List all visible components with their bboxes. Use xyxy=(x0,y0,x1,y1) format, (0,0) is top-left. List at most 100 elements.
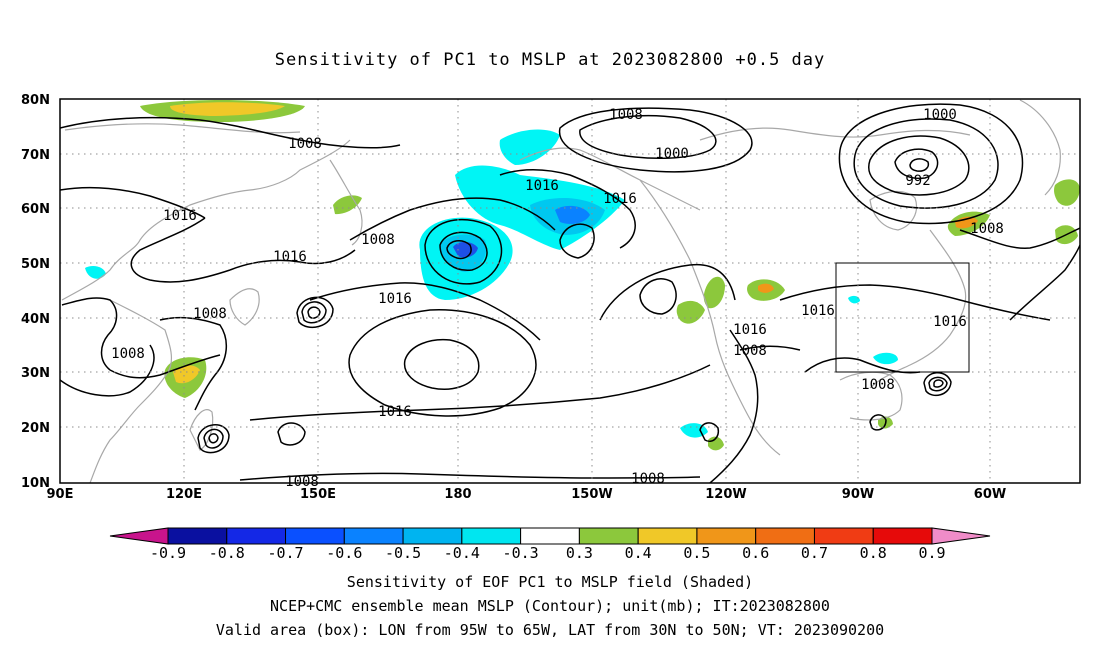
contour-label: 1016 xyxy=(163,208,197,224)
contour-label: 1000 xyxy=(655,146,689,162)
contour-label: 1008 xyxy=(631,471,665,487)
contour-philippine-low-3 xyxy=(208,433,219,444)
contour-china-1008 xyxy=(159,316,227,411)
contour-ne-pacific-high xyxy=(639,278,677,315)
colorbar-cell xyxy=(520,527,580,545)
caption-contour: NCEP+CMC ensemble mean MSLP (Contour); u… xyxy=(270,597,830,615)
contour-siberia-1016-b xyxy=(130,217,231,283)
contour-okhotsk-1016 xyxy=(229,249,356,271)
contour-label: 1016 xyxy=(933,314,967,330)
coastline-philippines xyxy=(189,409,214,451)
contour-hudson-low-4 xyxy=(894,148,939,180)
contour-westpac-1008-b xyxy=(109,354,221,379)
contour-conus-1016 xyxy=(779,284,1051,321)
contour-aleutian-low-1 xyxy=(439,231,488,271)
coastline-greenland xyxy=(1019,99,1061,196)
contour-label: 1000 xyxy=(923,107,957,123)
contour-bering-1016 xyxy=(499,169,636,249)
contour-labels: 1008 1008 1016 1016 1008 1016 1008 1016 … xyxy=(111,107,1004,490)
contour-npac-1008 xyxy=(349,197,556,241)
contour-label: 1008 xyxy=(609,107,643,123)
map-frame xyxy=(59,98,1081,484)
colorbar-tick-label: -0.5 xyxy=(385,544,421,562)
lat-label: 20N xyxy=(21,421,50,436)
contour-arctic-1000 xyxy=(579,114,717,160)
lon-label: 120E xyxy=(166,487,202,502)
contour-hurricane-3 xyxy=(923,372,952,397)
coastline-china xyxy=(89,299,173,483)
positive-sensitivity-core-arctic xyxy=(170,102,285,116)
positive-sensitivity-region-mexico xyxy=(708,436,724,451)
contour-wpac-ring-1 xyxy=(301,301,327,324)
coastline-north-america-east xyxy=(869,229,967,389)
contour-tropical-1008 xyxy=(239,472,701,481)
lon-label: 180 xyxy=(444,487,471,502)
latitude-labels: 80N 70N 60N 50N 40N 30N 20N 10N xyxy=(21,93,50,491)
positive-sensitivity-region-pacific-nw xyxy=(676,300,705,324)
colorbar-cell xyxy=(872,527,933,545)
coastline-japan xyxy=(229,288,260,326)
negative-sensitivity-region-greatlakes xyxy=(848,295,860,304)
colorbar-cell xyxy=(696,527,757,545)
contour-hurricane-1 xyxy=(928,376,948,392)
lon-label: 90E xyxy=(47,487,74,502)
contour-wpac-ring-2 xyxy=(307,306,321,319)
colorbar-cell xyxy=(755,527,815,545)
contour-label: 1016 xyxy=(273,249,307,265)
colorbar-cell xyxy=(343,527,404,545)
lat-label: 30N xyxy=(21,366,50,381)
lat-label: 10N xyxy=(21,476,50,491)
contour-pac-subtropical-1016 xyxy=(249,364,711,421)
colorbar-cell xyxy=(285,527,345,545)
contour-label: 1008 xyxy=(193,306,227,322)
positive-sensitivity-core-plains xyxy=(758,283,774,293)
colorbar-tick-label: -0.6 xyxy=(326,544,362,562)
colorbar-tick-label: 0.6 xyxy=(742,544,769,562)
contour-label: 1008 xyxy=(861,377,895,393)
contour-caribbean-low xyxy=(869,414,887,431)
positive-sensitivity-region-atlantic xyxy=(1054,179,1080,206)
contour-label: 1008 xyxy=(361,232,395,248)
contour-label: 1008 xyxy=(288,136,322,152)
contour-philippine-low-1 xyxy=(203,428,224,449)
colorbar-tick-label: -0.9 xyxy=(150,544,186,562)
contour-label: 1016 xyxy=(525,178,559,194)
colorbar-low-end xyxy=(109,527,169,545)
lat-label: 50N xyxy=(21,257,50,272)
colorbar-high-end xyxy=(931,527,991,545)
colorbar-cell xyxy=(461,527,522,545)
valid-area-box xyxy=(835,262,970,373)
negative-sensitivity-max-aleutian xyxy=(453,241,478,258)
colorbar-cell xyxy=(226,527,287,545)
colorbar-tick-label: 0.3 xyxy=(566,544,593,562)
colorbar-tick-label: -0.8 xyxy=(209,544,245,562)
contour-ne-pacific-1016 xyxy=(599,263,736,321)
mslp-contours xyxy=(60,103,1080,483)
colorbar-cell xyxy=(167,527,228,545)
negative-sensitivity-region-westpac xyxy=(85,266,106,279)
contour-label: 1016 xyxy=(603,191,637,207)
positive-sensitivity-core-hudson xyxy=(955,216,978,229)
contour-hudson-low-3 xyxy=(838,103,1024,225)
lon-label: 150E xyxy=(300,487,336,502)
colorbar-tick-label: 0.5 xyxy=(683,544,710,562)
caption-shading: Sensitivity of EOF PC1 to MSLP field (Sh… xyxy=(346,573,754,591)
colorbar-tick-label: 0.4 xyxy=(625,544,652,562)
graticule xyxy=(60,99,1080,483)
negative-sensitivity-region-alaska-north xyxy=(499,129,560,165)
colorbar-cell xyxy=(813,527,874,545)
colorbar-tick-label: 0.8 xyxy=(860,544,887,562)
contour-hudson-low-5 xyxy=(909,158,930,172)
contour-arctic-1008 xyxy=(60,116,401,149)
positive-sensitivity-region-kamchatka xyxy=(333,195,362,215)
lon-label: 150W xyxy=(571,487,612,502)
longitude-labels: 90E 120E 150E 180 150W 120W 90W 60W xyxy=(47,487,1007,502)
contour-label: 1008 xyxy=(111,346,145,362)
contour-label: 1008 xyxy=(970,221,1004,237)
colorbar-tick-label: -0.3 xyxy=(503,544,539,562)
caption-valid-area: Valid area (box): LON from 95W to 65W, L… xyxy=(215,621,885,639)
positive-sensitivity-region-rockies xyxy=(703,276,725,309)
positive-sensitivity-core-china xyxy=(173,365,200,384)
coastline-gulf-mexico xyxy=(839,371,903,421)
contour-philippine-low-2 xyxy=(197,424,230,454)
